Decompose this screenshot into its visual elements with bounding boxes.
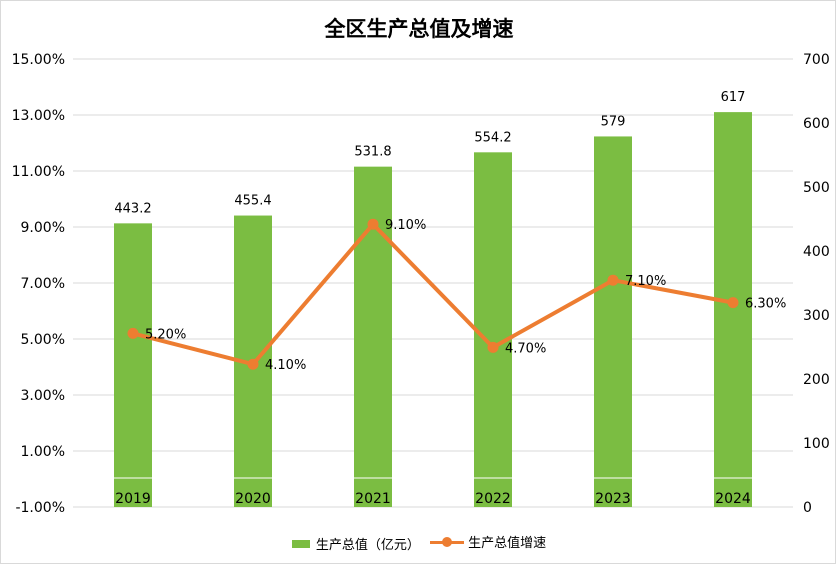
legend-bar-swatch [291, 539, 310, 548]
bar-value-label: 579 [601, 114, 626, 129]
y-left-tick-label: 5.00% [21, 332, 65, 348]
y-right-tick-label: 400 [803, 244, 830, 260]
x-category-label: 2022 [475, 491, 511, 507]
growth-value-label: 4.10% [265, 358, 306, 373]
growth-point [487, 341, 499, 353]
bar [114, 223, 152, 508]
growth-value-label: 4.70% [505, 341, 546, 356]
bar-value-label: 617 [721, 90, 746, 105]
y-left-tick-label: 9.00% [21, 220, 65, 236]
legend-line-label: 生产总值增速 [468, 536, 547, 551]
bar-value-label: 531.8 [354, 145, 391, 160]
growth-point [367, 218, 379, 230]
growth-point [607, 274, 619, 286]
y-right-tick-label: 500 [803, 180, 830, 196]
y-right-tick-label: 600 [803, 116, 830, 132]
y-right-tick-label: 300 [803, 308, 830, 324]
y-left-tick-label: 13.00% [12, 108, 65, 124]
growth-point [247, 358, 259, 370]
y-left-tick-label: 11.00% [12, 164, 65, 180]
legend-bar-label: 生产总值（亿元） [315, 538, 420, 553]
y-left-tick-label: -1.00% [15, 500, 65, 516]
growth-line [132, 222, 734, 367]
bar [714, 112, 752, 508]
legend-item-line: 生产总值增速 [430, 532, 546, 551]
bar-value-label: 455.4 [234, 194, 271, 209]
bar [594, 136, 632, 507]
x-category-label: 2023 [595, 491, 631, 507]
growth-value-label: 5.20% [145, 327, 186, 342]
legend-line-swatch [430, 536, 465, 548]
chart-title: 全区生产总值及增速 [324, 17, 514, 41]
y-right-tick-label: 100 [803, 436, 830, 452]
y-left-tick-label: 3.00% [21, 388, 65, 404]
growth-value-label: 6.30% [745, 297, 786, 312]
x-category-label: 2021 [355, 491, 391, 507]
bar [474, 152, 512, 507]
y-right-tick-label: 200 [803, 372, 830, 388]
bar-value-label: 443.2 [114, 201, 151, 216]
growth-value-label: 7.10% [625, 274, 666, 289]
growth-point [727, 297, 739, 309]
y-left-tick-label: 15.00% [12, 52, 65, 68]
x-category-label: 2024 [715, 491, 751, 507]
legend: 生产总值（亿元） 生产总值增速 [1, 532, 836, 553]
x-category-label: 2020 [235, 491, 271, 507]
y-left-tick-label: 7.00% [21, 276, 65, 292]
y-right-tick-label: 0 [803, 500, 812, 516]
growth-point [127, 327, 139, 339]
bar-value-label: 554.2 [474, 130, 511, 145]
legend-item-bar: 生产总值（亿元） [291, 534, 420, 553]
growth-value-label: 9.10% [385, 218, 426, 233]
y-left-tick-label: 1.00% [21, 444, 65, 460]
y-right-tick-label: 700 [803, 52, 830, 68]
x-category-label: 2019 [115, 491, 151, 507]
